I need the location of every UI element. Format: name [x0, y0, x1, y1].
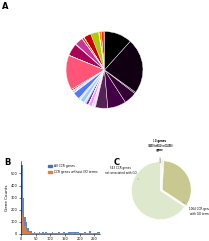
Bar — [65, 233, 66, 234]
Wedge shape — [72, 70, 104, 91]
Bar — [45, 232, 47, 234]
Bar — [86, 233, 87, 234]
Bar — [83, 233, 84, 234]
Bar — [63, 232, 65, 234]
Wedge shape — [72, 70, 104, 91]
Wedge shape — [84, 70, 104, 103]
Bar — [74, 232, 76, 234]
Bar — [61, 233, 63, 234]
Bar — [39, 232, 40, 234]
Bar — [58, 232, 60, 234]
Wedge shape — [95, 70, 104, 107]
Wedge shape — [74, 70, 104, 93]
Bar — [44, 233, 45, 234]
Bar — [96, 233, 97, 234]
Wedge shape — [95, 70, 104, 107]
Bar — [63, 233, 65, 234]
Bar — [81, 233, 83, 234]
Wedge shape — [161, 159, 163, 188]
Bar — [47, 233, 48, 234]
Bar — [23, 221, 24, 234]
Wedge shape — [73, 70, 104, 93]
Bar — [65, 233, 66, 234]
Bar — [92, 233, 94, 234]
Bar — [27, 228, 29, 234]
Text: A: A — [2, 2, 9, 11]
Bar — [89, 231, 90, 234]
Wedge shape — [80, 70, 104, 102]
Wedge shape — [74, 70, 104, 99]
Wedge shape — [131, 162, 185, 220]
Bar — [24, 226, 26, 234]
Bar — [23, 198, 24, 234]
Bar — [90, 233, 92, 234]
Bar — [39, 233, 40, 234]
Bar — [73, 233, 74, 234]
Bar — [53, 233, 55, 234]
Bar — [97, 232, 99, 234]
Wedge shape — [85, 70, 104, 103]
Wedge shape — [104, 70, 135, 102]
Text: 11 genes
GO (>0.0 < 0.25)
gene: 11 genes GO (>0.0 < 0.25) gene — [148, 139, 171, 163]
Bar — [70, 232, 71, 234]
Bar — [78, 233, 79, 234]
Wedge shape — [86, 70, 104, 105]
Wedge shape — [75, 45, 104, 70]
Bar — [21, 165, 23, 234]
Bar — [58, 233, 60, 234]
Bar — [42, 232, 44, 234]
Bar — [37, 233, 39, 234]
Bar — [50, 233, 52, 234]
Wedge shape — [91, 32, 104, 70]
Text: C: C — [114, 158, 120, 167]
Bar — [36, 233, 37, 234]
Bar — [92, 233, 94, 234]
Wedge shape — [94, 70, 104, 107]
Wedge shape — [80, 70, 104, 100]
Text: 3 genes
GO (>0.2 < 0.25)
gene: 3 genes GO (>0.2 < 0.25) gene — [149, 139, 173, 163]
Bar — [73, 232, 74, 234]
Bar — [86, 233, 87, 234]
Bar — [87, 233, 89, 234]
Text: B: B — [4, 158, 11, 167]
Bar — [29, 232, 31, 234]
Bar — [32, 233, 34, 234]
Wedge shape — [74, 70, 104, 93]
Wedge shape — [76, 39, 104, 70]
Wedge shape — [92, 70, 104, 107]
Bar — [94, 233, 96, 234]
Wedge shape — [94, 70, 104, 107]
Bar — [71, 233, 73, 234]
Wedge shape — [80, 70, 104, 100]
Wedge shape — [75, 44, 104, 70]
Bar — [71, 232, 73, 234]
Wedge shape — [89, 70, 104, 106]
Wedge shape — [104, 41, 143, 92]
Wedge shape — [82, 39, 104, 70]
Wedge shape — [88, 70, 104, 105]
Wedge shape — [104, 70, 125, 108]
Bar — [60, 233, 61, 234]
Bar — [87, 233, 89, 234]
Bar — [99, 232, 100, 234]
Bar — [52, 232, 53, 234]
Bar — [40, 233, 42, 234]
Bar — [27, 232, 29, 234]
Wedge shape — [89, 70, 104, 105]
Wedge shape — [79, 70, 104, 99]
Wedge shape — [79, 70, 104, 99]
Wedge shape — [96, 70, 108, 108]
Text: 1064 CCR genes
with GO terms: 1064 CCR genes with GO terms — [183, 202, 209, 216]
Text: 543 CCR genes
not associated with GO: 543 CCR genes not associated with GO — [105, 166, 139, 179]
Bar — [48, 233, 50, 234]
Wedge shape — [104, 70, 136, 94]
Bar — [26, 222, 27, 234]
Bar — [21, 214, 23, 234]
Bar — [84, 233, 86, 234]
Bar — [26, 229, 27, 234]
Bar — [83, 233, 84, 234]
Bar — [60, 233, 61, 234]
Bar — [79, 233, 81, 234]
Wedge shape — [74, 70, 104, 93]
Bar — [78, 232, 79, 234]
